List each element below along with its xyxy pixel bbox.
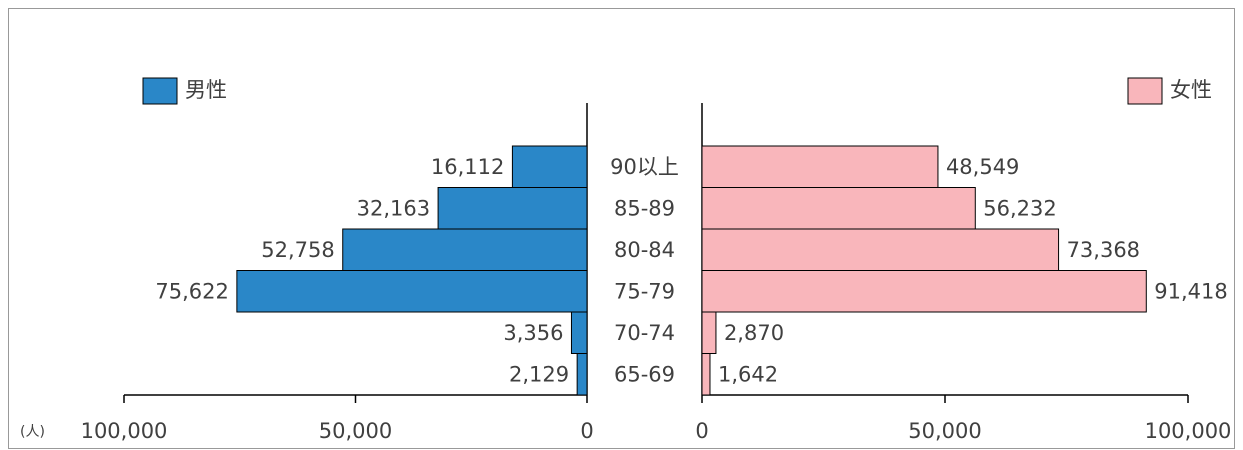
x-tick-label: 50,000 [319,419,392,443]
value-label: 48,549 [946,155,1019,179]
value-label: 56,232 [983,196,1056,220]
value-label: 52,758 [261,238,334,262]
bar [437,187,588,230]
value-label: 32,163 [357,196,430,220]
category-label: 90以上 [610,155,679,179]
category-label: 70-74 [614,321,675,345]
bar [511,145,588,188]
bar [701,353,711,396]
category-label: 85-89 [614,196,675,220]
bar [701,228,1060,271]
x-tick-label: 50,000 [908,419,981,443]
value-label: 16,112 [431,155,504,179]
bar [570,311,588,354]
x-tick-label: 100,000 [1145,419,1232,443]
bar [701,311,717,354]
bar [342,228,588,271]
frame [8,8,1235,449]
bar [236,270,588,313]
legend-label: 男性 [185,78,227,102]
legend-swatch [142,77,178,105]
value-label: 3,356 [503,321,563,345]
category-label: 75-79 [614,279,675,303]
bar [701,145,939,188]
bar [576,353,588,396]
value-label: 91,418 [1154,279,1227,303]
x-tick-label: 0 [695,419,708,443]
x-tick-label: 100,000 [81,419,168,443]
bar [701,187,976,230]
bar [701,270,1147,313]
legend-swatch [1127,77,1163,105]
value-label: 75,622 [155,279,228,303]
legend-label: 女性 [1170,78,1212,102]
category-label: 80-84 [614,238,675,262]
value-label: 2,129 [509,362,569,386]
value-label: 73,368 [1067,238,1140,262]
unit-label: (人) [20,424,45,440]
x-tick-label: 0 [580,419,593,443]
category-label: 65-69 [614,362,675,386]
value-label: 2,870 [724,321,784,345]
value-label: 1,642 [718,362,778,386]
